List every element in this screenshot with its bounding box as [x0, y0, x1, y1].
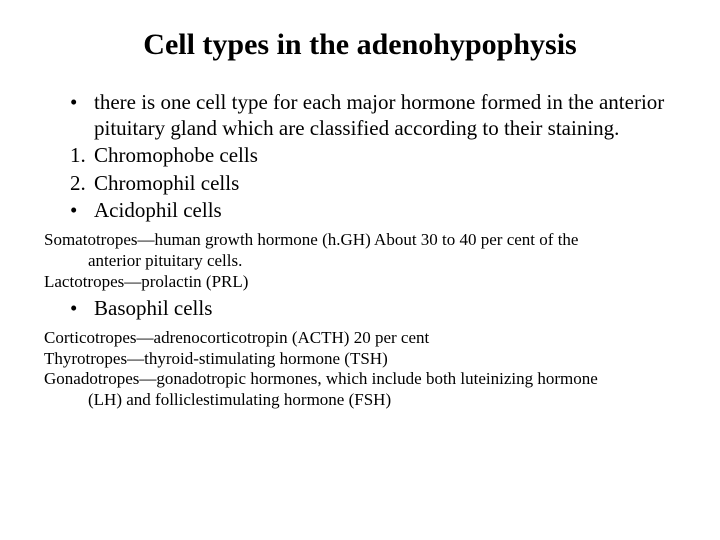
bullet-marker: •	[70, 296, 90, 322]
slide-title: Cell types in the adenohypophysis	[40, 28, 680, 62]
sub-text-cont: anterior pituitary cells.	[44, 251, 680, 272]
number-marker: 2.	[70, 171, 90, 197]
list-item-text: there is one cell type for each major ho…	[94, 90, 664, 140]
list-item: 1. Chromophobe cells	[70, 143, 680, 169]
acidophil-sub-block: Somatotropes—human growth hormone (h.GH)…	[40, 230, 680, 292]
list-item: 2. Chromophil cells	[70, 171, 680, 197]
sub-text: Somatotropes—human growth hormone (h.GH)…	[44, 230, 680, 251]
basophil-sub-block: Corticotropes—adrenocorticotropin (ACTH)…	[40, 328, 680, 411]
sub-text: Thyrotropes—thyroid-stimulating hormone …	[44, 349, 680, 370]
list-item-text: Chromophil cells	[94, 171, 239, 195]
sub-text-line: Somatotropes—human growth hormone (h.GH)…	[44, 230, 578, 249]
sub-text-line: Gonadotropes—gonadotropic hormones, whic…	[44, 369, 598, 388]
list-item-text: Acidophil cells	[94, 198, 222, 222]
sub-text: Gonadotropes—gonadotropic hormones, whic…	[44, 369, 680, 390]
bullet-marker: •	[70, 90, 90, 116]
basophil-list: • Basophil cells	[40, 296, 680, 322]
list-item-text: Basophil cells	[94, 296, 212, 320]
list-item: • Basophil cells	[70, 296, 680, 322]
main-list: • there is one cell type for each major …	[40, 90, 680, 224]
list-item-text: Chromophobe cells	[94, 143, 258, 167]
list-item: • Acidophil cells	[70, 198, 680, 224]
sub-text: Corticotropes—adrenocorticotropin (ACTH)…	[44, 328, 680, 349]
number-marker: 1.	[70, 143, 90, 169]
sub-text-cont: (LH) and folliclestimulating hormone (FS…	[44, 390, 680, 411]
bullet-marker: •	[70, 198, 90, 224]
list-item: • there is one cell type for each major …	[70, 90, 680, 141]
sub-text: Lactotropes—prolactin (PRL)	[44, 272, 680, 293]
slide-container: Cell types in the adenohypophysis • ther…	[0, 0, 720, 540]
